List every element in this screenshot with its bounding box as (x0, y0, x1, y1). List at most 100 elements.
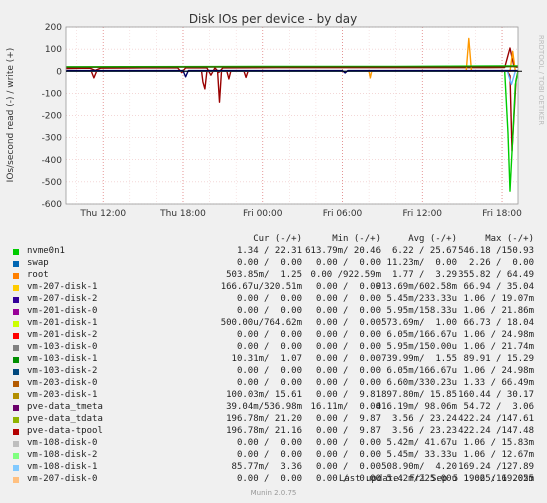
legend-row: nvme0n1 1.34 / 22.31 613.79m/ 20.46 6.22 / … (0, 246, 547, 259)
legend-swatch (13, 477, 19, 483)
legend-avg: 5.42m/ 41.67u (386, 438, 457, 448)
x-tick-label: Thu 18:00 (159, 209, 206, 219)
legend-cur: 0.00 / 0.00 (236, 366, 302, 376)
legend-avg: 913.69m/602.58m (375, 282, 457, 292)
legend-avg: 11.23m/ 0.00 (386, 258, 457, 268)
legend-avg: 3.56 / 23.24 (391, 414, 457, 424)
legend-avg: 5.95m/150.00u (386, 342, 457, 352)
legend-max: 66.94 / 35.04 (463, 282, 534, 292)
legend-name: vm-108-disk-2 (27, 450, 98, 460)
legend-max: 1.06 / 12.67m (463, 450, 534, 460)
legend-max: 160.44 / 30.17 (458, 390, 534, 400)
x-tick-label: Fri 12:00 (403, 209, 443, 219)
legend-swatch (13, 453, 19, 459)
legend-name: vm-103-disk-2 (27, 366, 98, 376)
legend-swatch (13, 261, 19, 267)
legend-max: 1.06 / 21.74m (463, 342, 534, 352)
legend-avg: 5.45m/233.33u (386, 294, 457, 304)
legend-avg: 6.05m/166.67u (386, 366, 457, 376)
legend-name: vm-201-disk-0 (27, 306, 98, 316)
legend-swatch (13, 441, 19, 447)
legend-min: 0.00 / 0.00 (315, 450, 381, 460)
legend-name: vm-103-disk-0 (27, 342, 98, 352)
legend-swatch (13, 321, 19, 327)
legend-swatch (13, 357, 19, 363)
legend-name: nvme0n1 (27, 246, 65, 256)
legend-min: 0.00 / 0.00 (315, 330, 381, 340)
legend-min: 0.00 / 0.00 (315, 342, 381, 352)
legend-swatch (13, 429, 19, 435)
legend-max: 66.73 / 18.04 (463, 318, 534, 328)
legend-min: 0.00 / 9.87 (315, 414, 381, 424)
legend-header-avg: Avg (-/+) (408, 234, 457, 244)
legend-swatch (13, 417, 19, 423)
legend-avg: 739.99m/ 1.55 (381, 354, 457, 364)
legend-cur: 166.67u/320.51m (220, 282, 302, 292)
legend-max: 169.24 /127.89 (458, 462, 534, 472)
legend-cur: 0.00 / 0.00 (236, 330, 302, 340)
legend-min: 0.00 / 0.00 (315, 378, 381, 388)
legend-name: pve-data_tdata (27, 414, 103, 424)
legend-cur: 0.00 / 0.00 (236, 474, 302, 484)
legend-max: 1.33 / 66.49m (463, 378, 534, 388)
legend-row: vm-203-disk-0 0.00 / 0.00 0.00 / 0.00 6.60m… (0, 378, 547, 391)
legend-avg: 5.45m/ 33.33u (386, 450, 457, 460)
legend-max: 2.26 / 0.00 (468, 258, 534, 268)
legend-min: 0.00 / 0.00 (315, 438, 381, 448)
rrdtool-watermark: RRDTOOL / TOBI OETIKER (537, 35, 545, 125)
legend-swatch (13, 345, 19, 351)
legend-avg: 416.19m/ 98.06m (375, 402, 457, 412)
legend-max: 54.72 / 3.06 (463, 402, 534, 412)
x-tick-label: Fri 06:00 (323, 209, 363, 219)
legend-max: 1.06 / 24.98m (463, 366, 534, 376)
legend-cur: 503.85m/ 1.25 (226, 270, 302, 280)
legend-swatch (13, 273, 19, 279)
legend-cur: 196.78m/ 21.16 (226, 426, 302, 436)
axes: 200 100 0 -100 -200 -300 -400 -500 -600 Thu 12:00… (42, 23, 523, 219)
legend-max: 422.24 /147.61 (458, 414, 534, 424)
legend-min: 0.00 / 0.00 (315, 366, 381, 376)
legend-swatch (13, 309, 19, 315)
legend-cur: 0.00 / 0.00 (236, 438, 302, 448)
legend-swatch (13, 333, 19, 339)
legend-row: vm-207-disk-0 0.00 / 0.00 0.00 / 0.00 5.42m… (0, 474, 547, 487)
y-tick-label: 100 (45, 45, 62, 55)
chart-title: Disk IOs per device - by day (189, 12, 357, 26)
legend-row: vm-207-disk-2 0.00 / 0.00 0.00 / 0.00 5.45m… (0, 294, 547, 307)
legend-max: 1.06 / 24.98m (463, 330, 534, 340)
legend-cur: 39.04m/536.98m (226, 402, 302, 412)
legend-cur: 0.00 / 0.00 (236, 450, 302, 460)
legend-avg: 5.95m/158.33u (386, 306, 457, 316)
legend-min: 16.11m/ 0.00 (310, 402, 381, 412)
legend-max: 1.06 / 19.05m (463, 474, 534, 484)
legend-max: 422.24 /147.48 (458, 426, 534, 436)
legend-row: root 503.85m/ 1.25 0.00 /922.59m 1.77 / 3.2… (0, 270, 547, 283)
legend-name: vm-207-disk-1 (27, 282, 98, 292)
legend-name: vm-103-disk-1 (27, 354, 98, 364)
legend-cur: 100.03m/ 15.61 (226, 390, 302, 400)
legend-avg: 6.22 / 25.67 (391, 246, 457, 256)
legend-min: 0.00 / 9.87 (315, 426, 381, 436)
legend-cur: 10.31m/ 1.07 (231, 354, 302, 364)
legend-name: pve-data_tmeta (27, 402, 103, 412)
legend-name: vm-203-disk-1 (27, 390, 98, 400)
legend-cur: 0.00 / 0.00 (236, 306, 302, 316)
legend-row: vm-108-disk-1 85.77m/ 3.36 0.00 / 0.00 508.… (0, 462, 547, 475)
x-tick-label: Fri 00:00 (243, 209, 283, 219)
legend-header-cur: Cur (-/+) (253, 234, 302, 244)
legend-row: pve-data_tmeta 39.04m/536.98m 16.11m/ 0.00… (0, 402, 547, 415)
legend-name: vm-201-disk-2 (27, 330, 98, 340)
legend-row: vm-103-disk-0 0.00 / 0.00 0.00 / 0.00 5.95m… (0, 342, 547, 355)
legend-row: vm-108-disk-2 0.00 / 0.00 0.00 / 0.00 5.45m… (0, 450, 547, 463)
munin-version: Munin 2.0.75 (250, 489, 297, 497)
legend-min: 0.00 / 0.00 (315, 354, 381, 364)
legend-avg: 1.77 / 3.29 (391, 270, 457, 280)
legend-max: 1.06 / 21.86m (463, 306, 534, 316)
legend-swatch (13, 285, 19, 291)
legend-name: pve-data-tpool (27, 426, 103, 436)
legend-avg: 508.90m/ 4.20 (381, 462, 457, 472)
legend-min: 0.00 / 0.00 (315, 282, 381, 292)
legend-name: vm-207-disk-2 (27, 294, 98, 304)
legend-max: 546.18 /150.93 (458, 246, 534, 256)
legend-max: 1.06 / 15.83m (463, 438, 534, 448)
